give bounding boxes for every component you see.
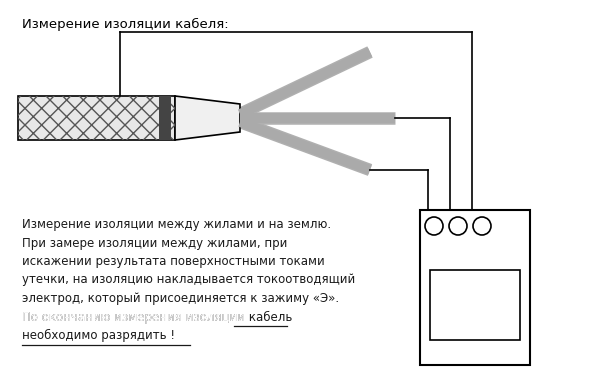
Text: По окончанию измерения изоляции: По окончанию измерения изоляции	[22, 310, 249, 323]
Bar	[430, 270, 520, 340]
Text: Э: Э	[478, 242, 486, 255]
Polygon shape	[175, 96, 240, 140]
Text: Измерение изоляции между жилами и на землю.: Измерение изоляции между жилами и на зем…	[22, 218, 331, 231]
Circle shape	[449, 217, 467, 235]
Bar	[18, 96, 175, 140]
Text: По окончанию измерения изоляции кабель: По окончанию измерения изоляции кабель	[22, 310, 292, 323]
Circle shape	[473, 217, 491, 235]
Text: необходимо разрядить !: необходимо разрядить !	[22, 329, 175, 342]
Text: Rx: Rx	[427, 242, 442, 255]
Text: По окончанию измерения изоляции кабель: По окончанию измерения изоляции кабель	[22, 310, 292, 323]
Text: По окончанию измерения изоляции: По окончанию измерения изоляции	[22, 310, 249, 323]
Text: утечки, на изоляцию накладывается токоотводящий: утечки, на изоляцию накладывается токоот…	[22, 274, 355, 286]
Text: Измерение изоляции кабеля:: Измерение изоляции кабеля:	[22, 18, 229, 31]
Bar	[18, 96, 175, 140]
Circle shape	[425, 217, 443, 235]
Bar	[420, 210, 530, 365]
Text: По окончанию измерения изоляции кабель: По окончанию измерения изоляции кабель	[22, 310, 292, 323]
Text: При замере изоляции между жилами, при: При замере изоляции между жилами, при	[22, 237, 287, 249]
Text: электрод, который присоединяется к зажиму «Э».: электрод, который присоединяется к зажим…	[22, 292, 339, 305]
Bar	[159, 96, 171, 140]
Text: искажении результата поверхностными токами: искажении результата поверхностными тока…	[22, 255, 325, 268]
